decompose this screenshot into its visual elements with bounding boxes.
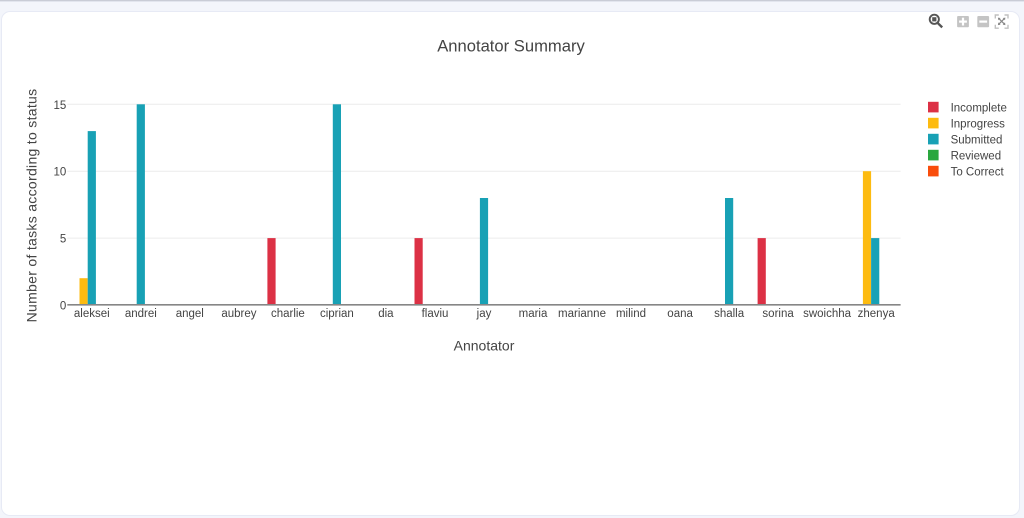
svg-text:maria: maria (519, 308, 548, 320)
svg-text:marianne: marianne (558, 308, 606, 320)
svg-text:jay: jay (476, 308, 492, 320)
svg-text:zhenya: zhenya (858, 308, 896, 320)
svg-text:5: 5 (60, 234, 66, 246)
svg-text:Number of tasks according to s: Number of tasks according to status (24, 89, 40, 323)
svg-text:dia: dia (378, 308, 394, 320)
svg-text:milind: milind (616, 308, 646, 320)
svg-text:Annotator Summary: Annotator Summary (437, 37, 585, 56)
svg-text:charlie: charlie (271, 308, 305, 320)
svg-text:flaviu: flaviu (422, 308, 449, 320)
svg-text:0: 0 (60, 301, 66, 313)
svg-text:andrei: andrei (125, 308, 157, 320)
svg-text:10: 10 (54, 167, 67, 179)
svg-text:To Correct: To Correct (951, 166, 1005, 178)
svg-text:Incomplete: Incomplete (951, 102, 1007, 114)
svg-text:aleksei: aleksei (74, 308, 110, 320)
svg-text:oana: oana (667, 308, 693, 320)
svg-text:shalla: shalla (714, 308, 745, 320)
svg-text:aubrey: aubrey (221, 308, 256, 320)
svg-text:angel: angel (176, 308, 204, 320)
svg-text:sorina: sorina (762, 308, 794, 320)
svg-text:Annotator: Annotator (454, 337, 515, 353)
svg-text:swoichha: swoichha (803, 308, 852, 320)
svg-text:ciprian: ciprian (320, 308, 354, 320)
svg-text:Reviewed: Reviewed (951, 150, 1002, 162)
svg-text:Submitted: Submitted (951, 134, 1003, 146)
svg-text:Inprogress: Inprogress (951, 118, 1006, 130)
svg-text:15: 15 (54, 100, 67, 112)
